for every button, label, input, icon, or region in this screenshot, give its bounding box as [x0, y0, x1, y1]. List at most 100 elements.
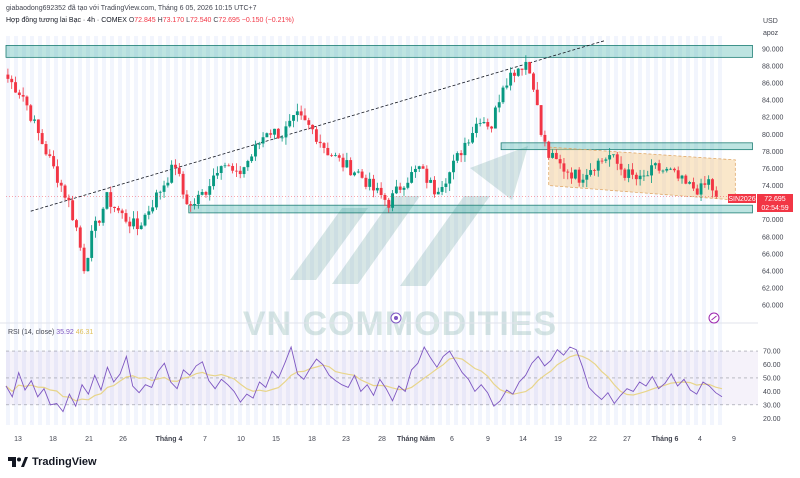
grid-band [6, 36, 10, 425]
grid-band [390, 36, 394, 425]
candle-body [562, 163, 566, 172]
candle-body [436, 191, 440, 195]
candle-body [368, 178, 372, 187]
candle-body [558, 159, 562, 164]
symbol-name: Hợp đồng tương lai Bạc · 4h · COMEX [6, 17, 127, 24]
event-arrow-icon [711, 315, 717, 321]
currency-label[interactable]: USD [763, 18, 778, 25]
candle-body [29, 105, 33, 121]
candle-body [657, 163, 661, 171]
candle-body [44, 144, 48, 155]
grid-band [718, 36, 722, 425]
candle-body [684, 175, 688, 184]
candle-body [520, 68, 524, 70]
candle-body [596, 160, 600, 171]
grid-band [198, 36, 202, 425]
candle-body [55, 166, 59, 183]
grid-band [374, 36, 378, 425]
open-value: 72.845 [134, 17, 156, 24]
branding-text: TradingView [32, 456, 97, 468]
candle-body [577, 169, 581, 183]
rsi-band-area [6, 351, 758, 405]
event-marker-1[interactable] [390, 312, 402, 324]
grid-band [542, 36, 546, 425]
candle-body [17, 92, 21, 96]
rsi-legend[interactable]: RSI (14, close) 35.92 46.31 [8, 329, 93, 336]
candle-body [78, 227, 82, 248]
candle-body [566, 171, 570, 173]
grid-band [646, 36, 650, 425]
grid-band [422, 36, 426, 425]
grid-band [566, 36, 570, 425]
rsi-pane [5, 345, 758, 413]
candle-body [600, 160, 604, 162]
candle-body [459, 153, 463, 156]
candle-body [337, 155, 341, 158]
candle-body [615, 154, 619, 164]
grid-band [518, 36, 522, 425]
grid-band [406, 36, 410, 425]
grid-band [150, 36, 154, 425]
candle-body [394, 186, 398, 194]
candle-body [238, 170, 242, 175]
rsi-tick-label: 40.00 [763, 389, 781, 396]
candle-body [589, 170, 593, 175]
grid-band [14, 36, 18, 425]
candle-body [170, 164, 174, 183]
grid-band [470, 36, 474, 425]
rsi-legend-label: RSI (14, close) [8, 329, 55, 336]
time-axis[interactable]: 13 18 21 26 Tháng 4 7 10 15 18 23 28 Tháng Năm 6 9 14 1… [14, 436, 736, 443]
candle-body [154, 192, 158, 208]
grid-band [118, 36, 122, 425]
symbol-tag-bg [728, 194, 756, 203]
tradingview-branding[interactable]: TradingView [8, 456, 97, 468]
rsi-tick-label: 20.00 [763, 416, 781, 423]
candle-body [543, 134, 547, 142]
support-resistance-zones [5, 45, 753, 214]
candle-body [113, 206, 116, 209]
rsi-tick-label: 30.00 [763, 402, 781, 409]
candle-body [71, 200, 75, 221]
candle-body [653, 163, 657, 166]
candle-body [619, 163, 623, 170]
candle-body [212, 175, 216, 187]
candle-body [318, 141, 322, 144]
candle-body [429, 179, 433, 183]
tradingview-logo-icon [8, 457, 28, 467]
candle-body [284, 126, 288, 138]
candle-body [623, 169, 627, 178]
candle-body [101, 208, 105, 223]
grid-band [46, 36, 50, 425]
rsi-tick-label: 50.00 [763, 375, 781, 382]
candle-body [215, 172, 219, 176]
candle-body [90, 230, 94, 258]
grid-band [398, 36, 402, 425]
candle-body [402, 187, 406, 190]
candle-body [303, 115, 307, 121]
candle-body [711, 179, 714, 191]
candle-body [463, 142, 467, 156]
candle-body [669, 168, 673, 170]
rsi-axis[interactable]: 70.00 60.00 50.00 40.00 30.00 20.00 [763, 349, 781, 423]
candle-body [509, 72, 513, 86]
grid-band [158, 36, 162, 425]
candle-body [631, 169, 634, 175]
candle-body [691, 182, 695, 189]
event-marker-2[interactable] [708, 312, 720, 324]
candle-body [116, 208, 120, 211]
candle-body [474, 123, 478, 134]
time-tick-label: 10 [237, 436, 245, 443]
grid-band [414, 36, 418, 425]
price-axis[interactable]: 90.000 88.000 86.000 84.000 82.000 80.000 78.0… [762, 46, 784, 309]
candle-body [21, 95, 25, 97]
scale-mode-label[interactable]: apoz [763, 30, 779, 37]
symbol-header[interactable]: Hợp đồng tương lai Bạc · 4h · COMEX O72.… [6, 17, 294, 24]
last-price-countdown: 02:54:59 [761, 205, 788, 212]
candle-body [608, 155, 612, 160]
candle-body [311, 124, 315, 130]
grid-band [662, 36, 666, 425]
candle-body [63, 185, 67, 198]
grid-band [526, 36, 530, 425]
grid-band [126, 36, 130, 425]
